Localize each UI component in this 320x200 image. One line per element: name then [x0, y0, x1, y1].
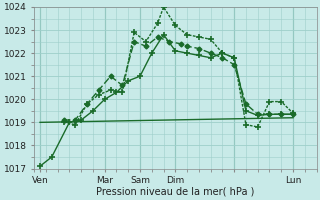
X-axis label: Pression niveau de la mer( hPa ): Pression niveau de la mer( hPa ) — [96, 187, 254, 197]
